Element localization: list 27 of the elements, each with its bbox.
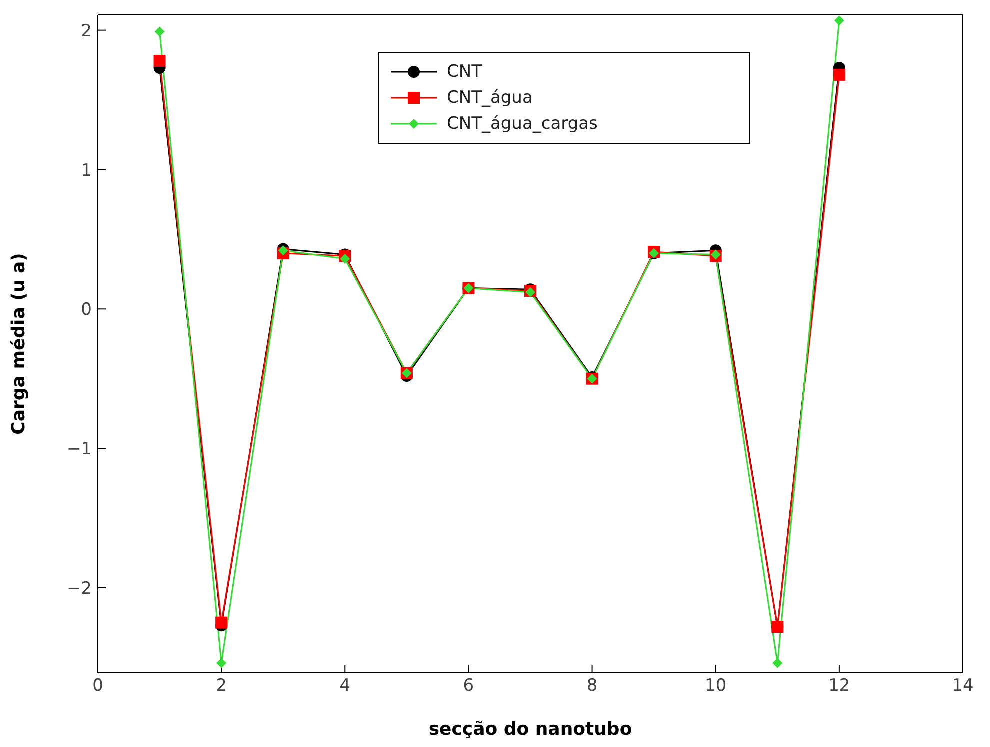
x-axis-title: secção do nanotubo: [428, 719, 632, 740]
y-tick-label: 1: [81, 160, 92, 181]
point: [834, 16, 844, 26]
x-tick-label: 10: [705, 676, 727, 696]
point: [154, 26, 165, 37]
y-tick-label: −1: [66, 440, 92, 460]
y-tick-label: −2: [66, 578, 92, 599]
point: [340, 254, 350, 264]
x-tick-label: 12: [828, 676, 850, 696]
y-tick-label: 2: [81, 21, 92, 42]
point: [216, 658, 227, 668]
point: [772, 658, 783, 668]
point: [833, 68, 846, 81]
point: [278, 246, 288, 256]
y-tick-label: 0: [81, 300, 92, 320]
legend-label: CNT_água: [447, 88, 533, 108]
y-axis-title: Carga média (u a): [8, 253, 30, 435]
legend-label: CNT_água_cargas: [447, 114, 598, 134]
x-tick-label: 2: [216, 676, 227, 696]
point: [154, 55, 166, 68]
x-tick-label: 8: [586, 676, 598, 696]
legend-label: CNT: [447, 62, 482, 82]
point: [216, 616, 228, 629]
x-tick-label: 4: [340, 676, 351, 696]
x-tick-label: 6: [463, 676, 474, 696]
point: [710, 250, 721, 260]
x-tick-label: 14: [952, 676, 974, 696]
